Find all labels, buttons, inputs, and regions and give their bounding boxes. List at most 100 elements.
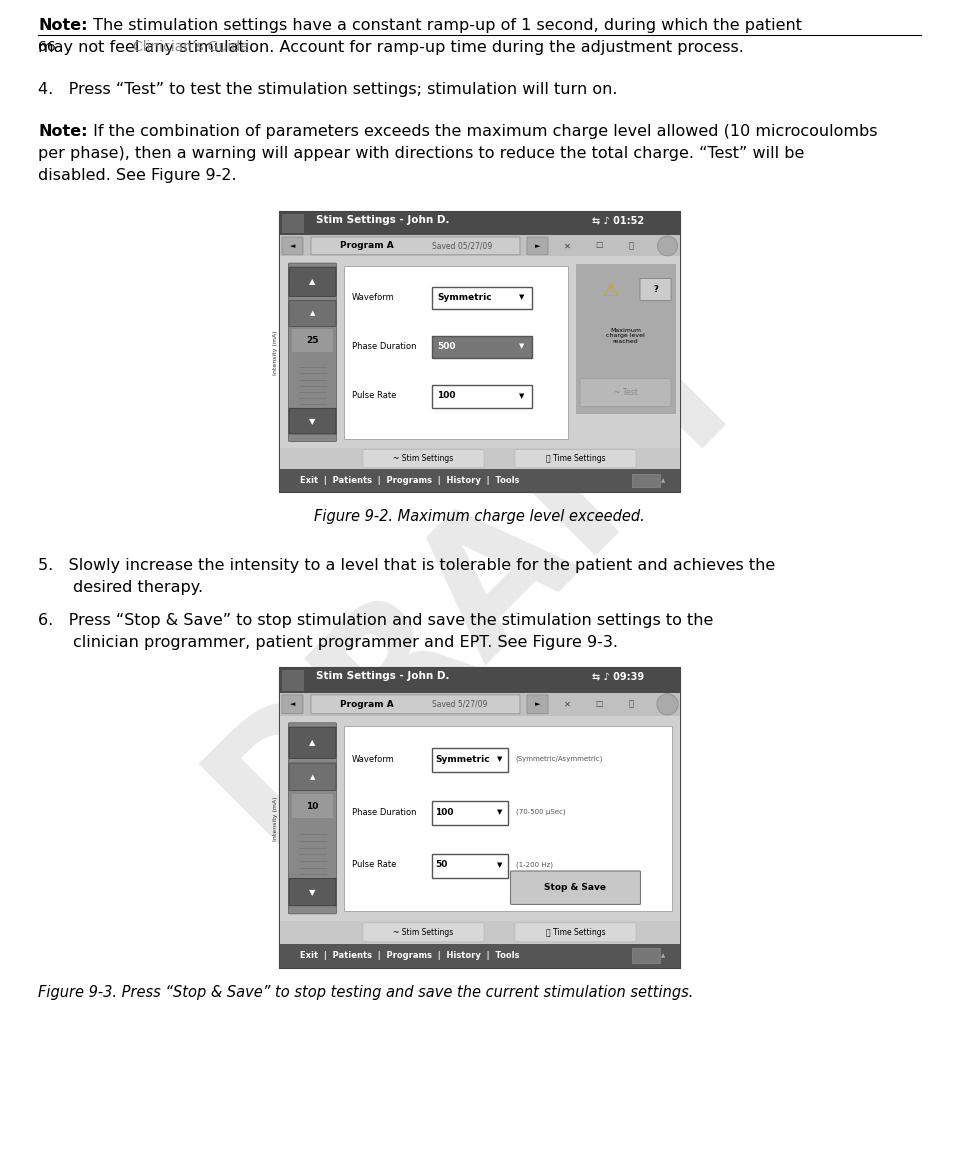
Text: ▼: ▼ bbox=[309, 888, 316, 896]
Text: Saved 5/27/09: Saved 5/27/09 bbox=[432, 700, 487, 708]
Text: ▲: ▲ bbox=[662, 478, 666, 483]
FancyBboxPatch shape bbox=[282, 237, 303, 254]
FancyBboxPatch shape bbox=[292, 794, 333, 818]
Text: Phase Duration: Phase Duration bbox=[352, 808, 416, 817]
FancyBboxPatch shape bbox=[515, 923, 636, 942]
FancyBboxPatch shape bbox=[363, 449, 484, 468]
Text: may not feel any stimulation. Account for ramp-up time during the adjustment pro: may not feel any stimulation. Account fo… bbox=[38, 40, 744, 55]
FancyBboxPatch shape bbox=[631, 474, 660, 487]
Text: ✕: ✕ bbox=[564, 700, 571, 708]
Text: 100: 100 bbox=[435, 808, 454, 817]
FancyBboxPatch shape bbox=[289, 879, 336, 906]
Text: Symmetric: Symmetric bbox=[437, 293, 492, 301]
Text: 25: 25 bbox=[306, 336, 318, 345]
Text: ⇆ ♪ 09:39: ⇆ ♪ 09:39 bbox=[592, 671, 643, 682]
Text: 4.   Press “Test” to test the stimulation settings; stimulation will turn on.: 4. Press “Test” to test the stimulation … bbox=[38, 82, 618, 97]
FancyBboxPatch shape bbox=[527, 694, 548, 714]
Text: per phase), then a warning will appear with directions to reduce the total charg: per phase), then a warning will appear w… bbox=[38, 146, 805, 161]
FancyBboxPatch shape bbox=[515, 449, 636, 468]
Text: 6.   Press “Stop & Save” to stop stimulation and save the stimulation settings t: 6. Press “Stop & Save” to stop stimulati… bbox=[38, 613, 713, 628]
Text: ▲: ▲ bbox=[310, 774, 316, 780]
Text: 5.   Slowly increase the intensity to a level that is tolerable for the patient : 5. Slowly increase the intensity to a le… bbox=[38, 558, 775, 573]
FancyBboxPatch shape bbox=[289, 301, 336, 327]
FancyBboxPatch shape bbox=[640, 279, 671, 300]
FancyBboxPatch shape bbox=[575, 264, 675, 413]
FancyBboxPatch shape bbox=[289, 722, 337, 914]
Text: Waveform: Waveform bbox=[352, 293, 394, 301]
Text: Stim Settings - John D.: Stim Settings - John D. bbox=[316, 215, 449, 225]
Text: ▲: ▲ bbox=[309, 278, 316, 286]
Text: Program A: Program A bbox=[339, 242, 393, 251]
FancyBboxPatch shape bbox=[282, 694, 303, 714]
Text: Note:: Note: bbox=[38, 124, 87, 139]
Text: ▼: ▼ bbox=[519, 343, 525, 349]
Text: Pulse Rate: Pulse Rate bbox=[352, 860, 396, 869]
FancyBboxPatch shape bbox=[510, 871, 641, 904]
Text: ☐: ☐ bbox=[596, 700, 603, 708]
FancyBboxPatch shape bbox=[279, 668, 680, 693]
FancyBboxPatch shape bbox=[657, 693, 678, 715]
Text: Clinician’s Guide: Clinician’s Guide bbox=[133, 40, 248, 54]
Text: Intensity (mA): Intensity (mA) bbox=[273, 330, 278, 375]
Text: DRAFT: DRAFT bbox=[178, 282, 781, 885]
FancyBboxPatch shape bbox=[279, 944, 680, 967]
Text: ▼: ▼ bbox=[497, 809, 503, 815]
FancyBboxPatch shape bbox=[279, 693, 680, 715]
Text: ▲: ▲ bbox=[662, 953, 666, 958]
FancyBboxPatch shape bbox=[432, 748, 507, 773]
Text: ▼: ▼ bbox=[519, 294, 525, 300]
FancyBboxPatch shape bbox=[527, 237, 548, 254]
FancyBboxPatch shape bbox=[580, 379, 671, 406]
Text: Figure 9-3. Press “Stop & Save” to stop testing and save the current stimulation: Figure 9-3. Press “Stop & Save” to stop … bbox=[38, 985, 693, 1000]
FancyBboxPatch shape bbox=[289, 267, 336, 296]
Text: Symmetric: Symmetric bbox=[435, 755, 490, 763]
FancyBboxPatch shape bbox=[432, 336, 531, 358]
FancyBboxPatch shape bbox=[279, 469, 680, 491]
FancyBboxPatch shape bbox=[279, 715, 680, 921]
FancyBboxPatch shape bbox=[432, 801, 507, 825]
Text: Saved 05/27/09: Saved 05/27/09 bbox=[432, 242, 492, 251]
FancyBboxPatch shape bbox=[311, 237, 520, 254]
Text: Stim Settings - John D.: Stim Settings - John D. bbox=[316, 671, 449, 682]
Text: ~ Stim Settings: ~ Stim Settings bbox=[393, 928, 454, 937]
Text: ⇆ ♪ 01:52: ⇆ ♪ 01:52 bbox=[592, 215, 643, 225]
Text: ▲: ▲ bbox=[309, 739, 316, 747]
Text: ⎙: ⎙ bbox=[629, 242, 634, 251]
FancyBboxPatch shape bbox=[279, 211, 680, 491]
FancyBboxPatch shape bbox=[311, 694, 520, 714]
Text: Stop & Save: Stop & Save bbox=[545, 883, 606, 893]
Text: The stimulation settings have a constant ramp-up of 1 second, during which the p: The stimulation settings have a constant… bbox=[88, 18, 802, 33]
FancyBboxPatch shape bbox=[289, 408, 336, 434]
Text: Program A: Program A bbox=[339, 700, 393, 708]
FancyBboxPatch shape bbox=[279, 211, 680, 236]
Text: 10: 10 bbox=[306, 802, 318, 811]
Text: Exit  |  Patients  |  Programs  |  History  |  Tools: Exit | Patients | Programs | History | T… bbox=[299, 476, 519, 485]
Text: clinician programmer, patient programmer and EPT. See Figure 9-3.: clinician programmer, patient programmer… bbox=[73, 635, 618, 650]
Text: ▲: ▲ bbox=[310, 310, 316, 316]
Text: disabled. See Figure 9-2.: disabled. See Figure 9-2. bbox=[38, 168, 237, 182]
Text: 66: 66 bbox=[38, 40, 56, 54]
FancyBboxPatch shape bbox=[279, 668, 680, 967]
FancyBboxPatch shape bbox=[343, 726, 671, 910]
FancyBboxPatch shape bbox=[432, 854, 507, 878]
Text: Waveform: Waveform bbox=[352, 755, 394, 763]
FancyBboxPatch shape bbox=[292, 329, 333, 352]
Text: ⚠: ⚠ bbox=[602, 282, 619, 300]
Text: ☐: ☐ bbox=[596, 242, 603, 251]
Text: ⦻ Time Settings: ⦻ Time Settings bbox=[546, 928, 605, 937]
Text: ▼: ▼ bbox=[519, 393, 525, 399]
Text: Intensity (mA): Intensity (mA) bbox=[273, 796, 278, 840]
Text: ⎙: ⎙ bbox=[629, 700, 634, 708]
FancyBboxPatch shape bbox=[279, 448, 680, 469]
Text: ✕: ✕ bbox=[564, 242, 571, 251]
Text: 500: 500 bbox=[437, 342, 456, 351]
FancyBboxPatch shape bbox=[289, 763, 336, 790]
Text: Figure 9-2. Maximum charge level exceeded.: Figure 9-2. Maximum charge level exceede… bbox=[315, 509, 644, 524]
Text: ▼: ▼ bbox=[309, 417, 316, 426]
Text: (70-500 μSec): (70-500 μSec) bbox=[516, 809, 565, 816]
Text: ▼: ▼ bbox=[497, 756, 503, 762]
Text: ▼: ▼ bbox=[497, 862, 503, 868]
Text: desired therapy.: desired therapy. bbox=[73, 580, 203, 595]
Text: If the combination of parameters exceeds the maximum charge level allowed (10 mi: If the combination of parameters exceeds… bbox=[88, 124, 877, 139]
Text: ◄: ◄ bbox=[290, 243, 295, 249]
